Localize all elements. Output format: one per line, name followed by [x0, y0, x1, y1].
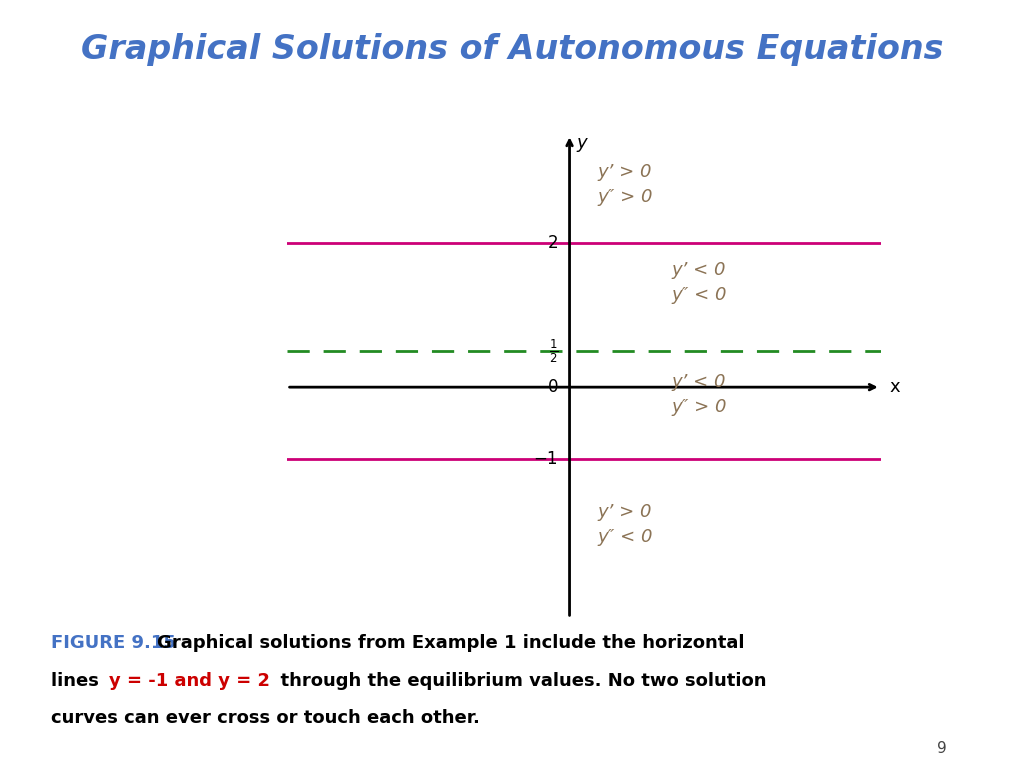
Text: y’ > 0
y″ > 0: y’ > 0 y″ > 0	[598, 164, 653, 207]
Text: curves can ever cross or touch each other.: curves can ever cross or touch each othe…	[51, 709, 480, 727]
Text: x: x	[889, 378, 900, 396]
Text: 9: 9	[937, 741, 947, 756]
Text: Graphical Solutions of Autonomous Equations: Graphical Solutions of Autonomous Equati…	[81, 34, 943, 66]
Text: through the equilibrium values. No two solution: through the equilibrium values. No two s…	[268, 671, 766, 690]
Text: y’ > 0
y″ < 0: y’ > 0 y″ < 0	[598, 503, 653, 546]
Text: y’ < 0
y″ > 0: y’ < 0 y″ > 0	[672, 373, 727, 416]
Text: 2: 2	[548, 233, 558, 252]
Text: y = -1 and y = 2: y = -1 and y = 2	[110, 671, 270, 690]
Text: Graphical solutions from Example 1 include the horizontal: Graphical solutions from Example 1 inclu…	[158, 634, 744, 652]
Text: lines: lines	[51, 671, 112, 690]
Text: y’ < 0
y″ < 0: y’ < 0 y″ < 0	[672, 261, 727, 304]
Text: 0: 0	[548, 378, 558, 396]
Text: −1: −1	[534, 450, 558, 468]
Text: $\frac{1}{2}$: $\frac{1}{2}$	[549, 337, 558, 365]
Text: FIGURE 9.15: FIGURE 9.15	[51, 634, 176, 652]
Text: y: y	[577, 134, 587, 152]
